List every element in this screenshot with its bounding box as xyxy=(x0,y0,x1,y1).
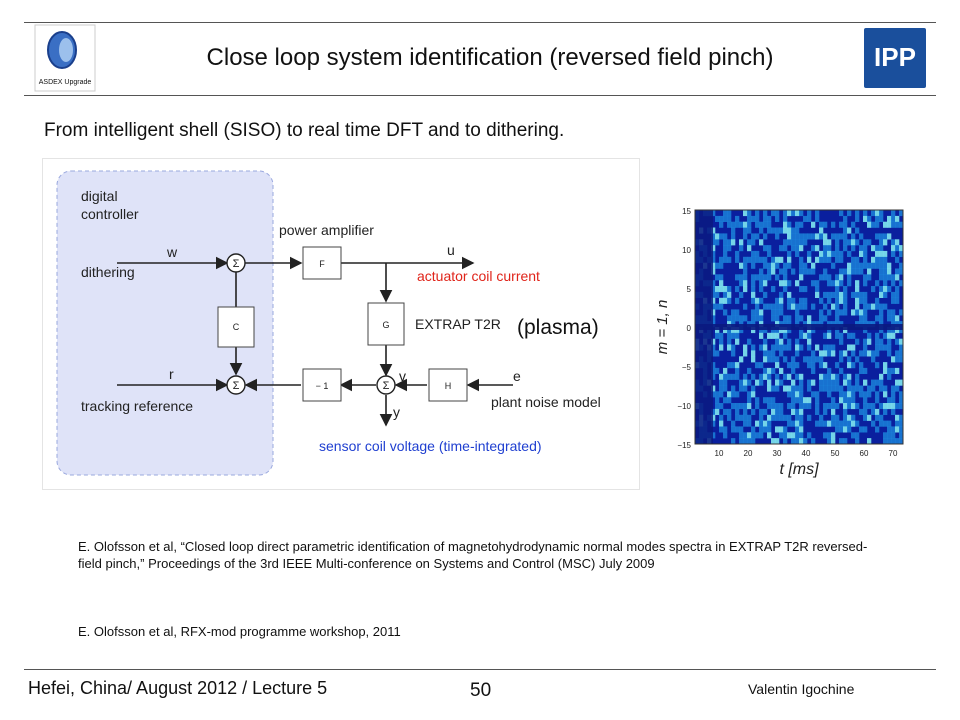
block-f xyxy=(302,246,342,280)
x-tick-label: 70 xyxy=(889,449,898,458)
x-tick-label: 50 xyxy=(831,449,840,458)
label-dithering: dithering xyxy=(81,264,135,280)
label-u: u xyxy=(447,242,455,258)
x-tick-label: 30 xyxy=(773,449,782,458)
svg-text:C: C xyxy=(233,322,240,332)
y-tick-labels: 15 10 5 0 −5 −10 −15 xyxy=(677,207,691,450)
svg-text:H: H xyxy=(445,381,452,391)
x-tick-label: 10 xyxy=(715,449,724,458)
controller-label-1: digital xyxy=(81,188,118,204)
label-plant-noise-model: plant noise model xyxy=(491,394,601,410)
svg-text:Σ: Σ xyxy=(383,380,390,392)
top-rule xyxy=(24,22,936,23)
sum-junction-bottom xyxy=(226,375,246,395)
controller-label-2: controller xyxy=(81,206,139,222)
label-actuator-coil-current: actuator coil current xyxy=(417,268,540,284)
block-diagram: digital controller Σ Σ Σ F C G − 1 xyxy=(42,158,640,490)
label-extrap-t2r: EXTRAP T2R xyxy=(415,316,501,332)
svg-text:− 1: − 1 xyxy=(316,381,329,391)
spectrum-heatmap xyxy=(695,210,904,445)
label-y: y xyxy=(393,404,400,420)
ipp-logo: IPP xyxy=(864,28,926,88)
x-tick-label: 20 xyxy=(744,449,753,458)
label-e: e xyxy=(513,368,521,384)
controller-region xyxy=(56,170,274,476)
footer-rule xyxy=(24,669,936,670)
x-tick-label: 40 xyxy=(802,449,811,458)
y-tick-label: 5 xyxy=(687,285,692,294)
block-g xyxy=(367,302,405,346)
asdex-upgrade-logo: ASDEX Upgrade xyxy=(34,24,96,92)
svg-text:Σ: Σ xyxy=(233,258,240,270)
y-tick-label: −15 xyxy=(677,441,691,450)
page-number: 50 xyxy=(470,680,492,701)
label-power-amplifier: power amplifier xyxy=(279,222,374,238)
y-tick-label: −5 xyxy=(682,363,692,372)
x-tick-labels: 10 20 30 40 50 60 70 xyxy=(715,449,898,458)
y-tick-label: −10 xyxy=(677,402,691,411)
label-w: w xyxy=(166,244,178,260)
mode-spectrum-figure: 15 10 5 0 −5 −10 −15 10 20 30 40 50 60 70 m = 1, n t… xyxy=(654,196,913,488)
y-tick-label: 15 xyxy=(682,207,691,216)
block-h xyxy=(428,368,468,402)
footer-venue: Hefei, China/ August 2012 / Lecture 5 xyxy=(28,678,328,698)
page-title: Close loop system identification (revers… xyxy=(206,44,774,71)
footer-author: Valentin Igochine xyxy=(748,681,855,697)
label-r: r xyxy=(169,366,174,382)
label-sensor-coil-voltage: sensor coil voltage (time-integrated) xyxy=(319,438,542,454)
svg-text:ASDEX Upgrade: ASDEX Upgrade xyxy=(39,79,92,86)
x-axis-label: t [ms] xyxy=(779,461,819,478)
sum-junction-plant xyxy=(376,375,396,395)
reference-2: E. Olofsson et al, RFX-mod programme wor… xyxy=(78,624,401,639)
y-tick-label: 10 xyxy=(682,246,691,255)
header-rule xyxy=(24,95,936,96)
label-plasma: (plasma) xyxy=(517,316,599,339)
svg-text:F: F xyxy=(319,259,325,269)
label-v: v xyxy=(399,368,406,384)
svg-text:Σ: Σ xyxy=(233,380,240,392)
block-c xyxy=(217,306,255,348)
block-neg1 xyxy=(302,368,342,402)
slide-subtitle: From intelligent shell (SISO) to real ti… xyxy=(44,120,565,141)
y-tick-label: 0 xyxy=(687,324,692,333)
sum-junction-top xyxy=(226,253,246,273)
svg-text:G: G xyxy=(382,320,389,330)
svg-text:IPP: IPP xyxy=(874,42,916,72)
y-axis-label: m = 1, n xyxy=(655,300,671,355)
x-tick-label: 60 xyxy=(860,449,869,458)
label-tracking-reference: tracking reference xyxy=(81,398,193,414)
reference-1: E. Olofsson et al, “Closed loop direct p… xyxy=(78,539,868,571)
